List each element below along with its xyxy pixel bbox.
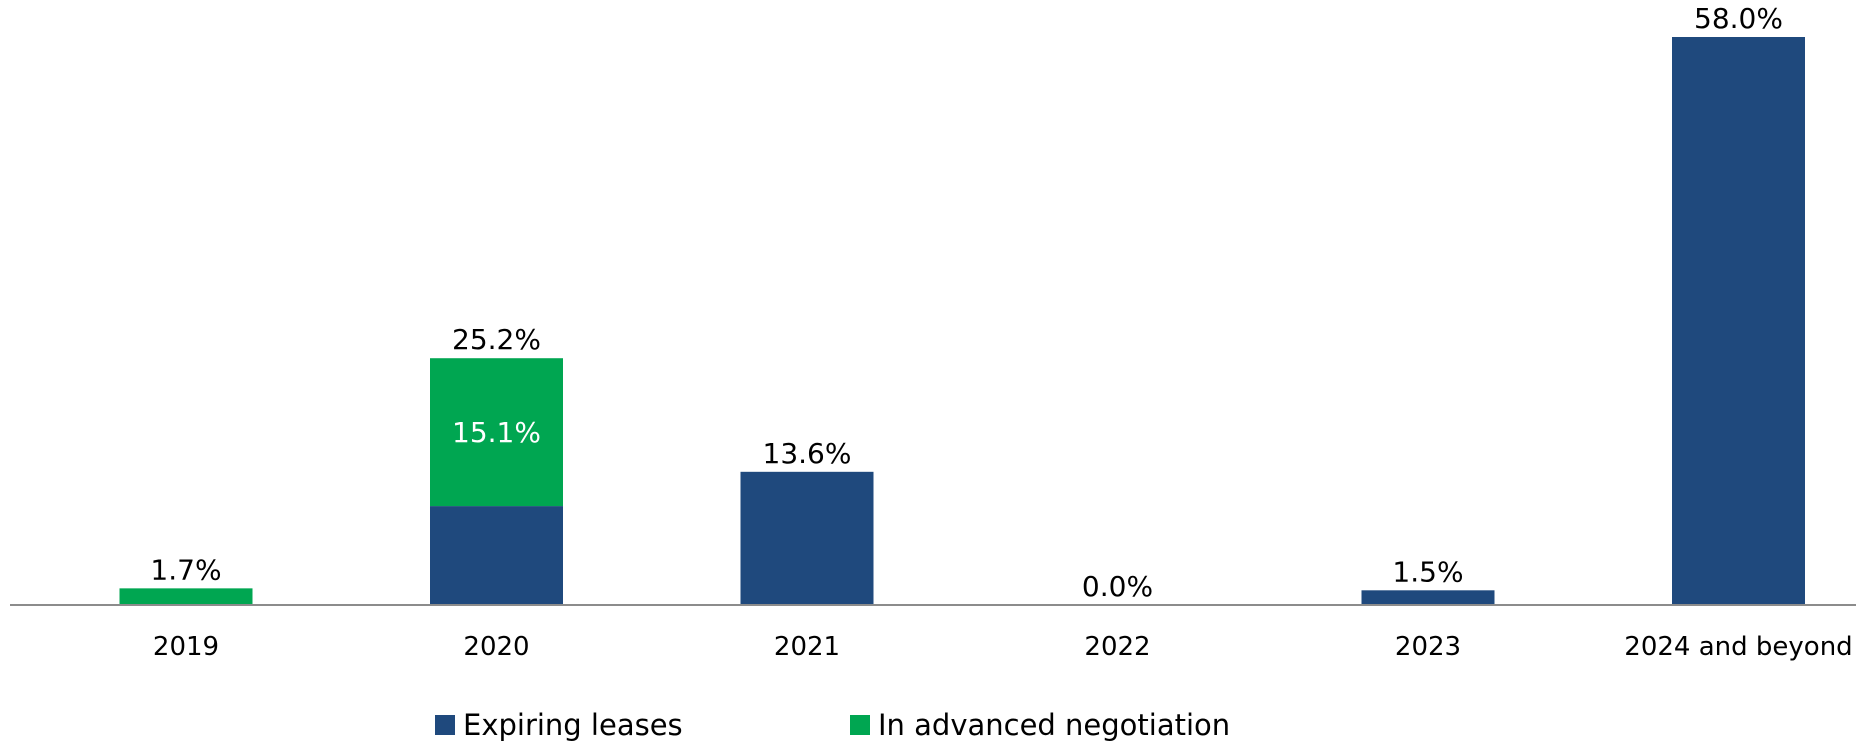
segment-label-2020-in-advanced-negotiation: 15.1%	[452, 416, 541, 449]
bar-2020-in-advanced-negotiation	[430, 358, 563, 507]
legend-label-negotiation: In advanced negotiation	[878, 708, 1231, 742]
bar-2021-expiring-leases	[740, 471, 874, 605]
total-label-2022: 0.0%	[1082, 570, 1153, 603]
total-label-2021: 13.6%	[763, 437, 852, 470]
labels-layer: 1.7% 2019 25.2% 2020 13.6% 2021 0.0% 2022 1.5% 20…	[150, 2, 1852, 662]
x-tick-2019: 2019	[153, 632, 219, 662]
bar-2019-in-advanced-negotiation	[119, 588, 253, 605]
x-tick-2023: 2023	[1395, 632, 1461, 662]
x-tick-2020: 2020	[463, 632, 529, 662]
bar-2024-and-beyond-expiring-leases	[1672, 37, 1805, 605]
legend-label-expiring: Expiring leases	[463, 708, 683, 742]
legend: Expiring leases In advanced negotiation	[0, 707, 1856, 743]
legend-item-advanced-negotiation: In advanced negotiation	[850, 707, 1230, 743]
lease-expiry-chart: 1.7% 2019 25.2% 2020 13.6% 2021 0.0% 2022 1.5% 20…	[10, 2, 1856, 662]
legend-swatch-expiring	[435, 715, 455, 735]
total-label-2019: 1.7%	[150, 553, 221, 586]
x-tick-2024-and-beyond: 2024 and beyond	[1624, 632, 1852, 662]
bar-2020-expiring-leases	[430, 506, 563, 605]
total-label-2020: 25.2%	[452, 323, 541, 356]
total-label-2023: 1.5%	[1392, 555, 1463, 588]
total-label-2024-and-beyond: 58.0%	[1694, 2, 1783, 35]
x-tick-2021: 2021	[774, 632, 840, 662]
legend-swatch-negotiation	[850, 715, 870, 735]
bar-2023-expiring-leases	[1361, 590, 1495, 605]
x-tick-2022: 2022	[1084, 632, 1150, 662]
legend-item-expiring-leases: Expiring leases	[435, 707, 683, 743]
bars-layer	[119, 37, 1805, 605]
